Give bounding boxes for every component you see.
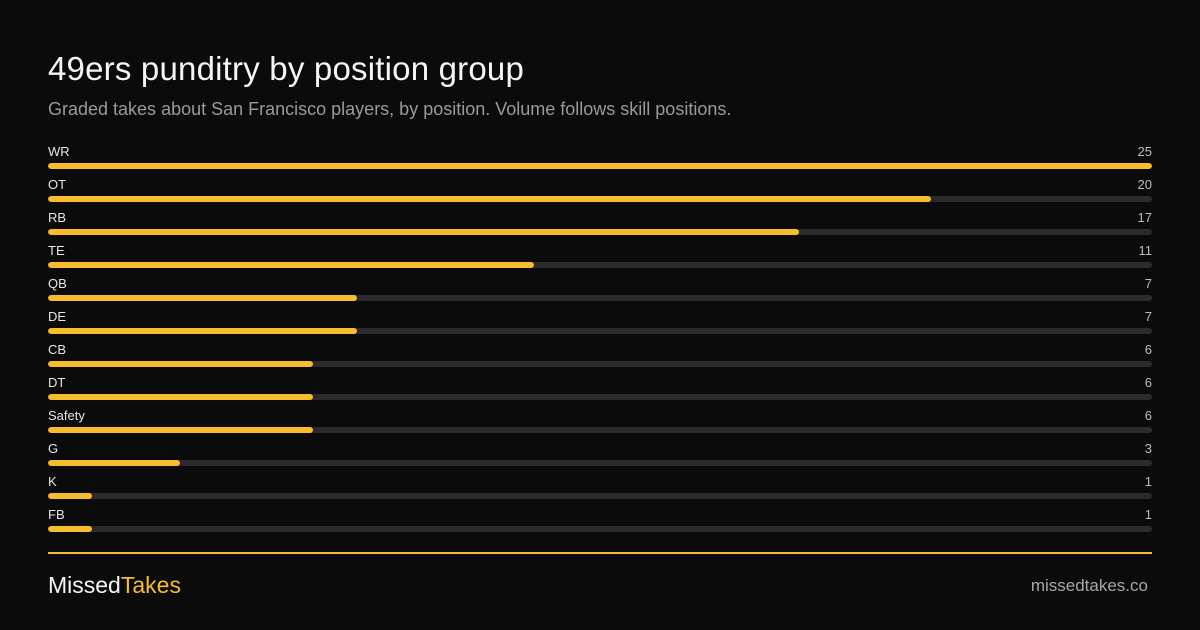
- bar: [48, 361, 313, 367]
- site-url: missedtakes.co: [1030, 576, 1148, 595]
- bar-label: OT: [48, 177, 67, 192]
- bar-value-label: 7: [1144, 309, 1152, 324]
- bar-track: [48, 262, 1152, 268]
- brand-first-word: Missed: [48, 572, 121, 598]
- bar-label: DE: [48, 309, 67, 324]
- bar-value-label: 1: [1144, 474, 1152, 489]
- footer-divider: [48, 552, 1152, 554]
- brand-logo: MissedTakes: [48, 572, 181, 599]
- bar-track: [48, 526, 1152, 532]
- bar-row: FB 1: [48, 506, 1152, 539]
- bar-label: K: [48, 474, 57, 489]
- bar: [48, 328, 358, 334]
- bar-value-label: 11: [1138, 243, 1153, 258]
- bar-value-label: 6: [1144, 408, 1152, 423]
- bar: [48, 229, 799, 235]
- bar-label: DT: [48, 375, 66, 390]
- bar-track: [48, 295, 1152, 301]
- bar-row: DT 6: [48, 374, 1152, 407]
- bar: [48, 460, 181, 466]
- bar-row: TE 11: [48, 242, 1152, 275]
- bar-value-label: 20: [1137, 177, 1152, 192]
- bar: [48, 163, 1152, 169]
- bar-value-label: 7: [1144, 276, 1152, 291]
- chart-subtitle: Graded takes about San Francisco players…: [48, 99, 732, 119]
- bar-label: G: [48, 441, 59, 456]
- bar-track: [48, 196, 1152, 202]
- bar-label: RB: [48, 210, 67, 225]
- bar-value-label: 25: [1137, 144, 1152, 159]
- brand-second-word: Takes: [120, 572, 181, 598]
- chart-card: 49ers punditry by position group Graded …: [48, 0, 1152, 630]
- bar: [48, 394, 313, 400]
- bar: [48, 427, 313, 433]
- bar-row: DE 7: [48, 308, 1152, 341]
- bar-value-label: 3: [1144, 441, 1152, 456]
- bar-label: TE: [48, 243, 65, 258]
- bar-label: FB: [48, 507, 65, 522]
- bar-track: [48, 394, 1152, 400]
- bar-track: [48, 229, 1152, 235]
- bar-rows: WR 25 OT 20 RB 17 TE 11 QB 7 DE 7 CB 6 DT 6 Safety 6 G 3 K 1 F…: [48, 143, 1152, 539]
- bar-row: WR 25: [48, 143, 1152, 176]
- chart-title: 49ers punditry by position group: [48, 50, 525, 87]
- bar-track: [48, 163, 1152, 169]
- bar: [48, 262, 534, 268]
- bar-value-label: 17: [1137, 210, 1152, 225]
- bar-track: [48, 460, 1152, 466]
- bar: [48, 196, 932, 202]
- bar-track: [48, 493, 1152, 499]
- bar-row: QB 7: [48, 275, 1152, 308]
- bar: [48, 526, 93, 532]
- bar: [48, 493, 93, 499]
- bar-track: [48, 361, 1152, 367]
- bar-value-label: 6: [1144, 375, 1152, 390]
- bar-label: QB: [48, 276, 67, 291]
- bar-label: CB: [48, 342, 67, 357]
- bar-value-label: 6: [1144, 342, 1152, 357]
- bar-row: OT 20: [48, 176, 1152, 209]
- bar: [48, 295, 358, 301]
- bar-row: Safety 6: [48, 407, 1152, 440]
- bar-track: [48, 328, 1152, 334]
- bar-track: [48, 427, 1152, 433]
- bar-value-label: 1: [1144, 507, 1152, 522]
- bar-label: Safety: [48, 408, 85, 423]
- bar-row: RB 17: [48, 209, 1152, 242]
- bar-row: CB 6: [48, 341, 1152, 374]
- bar-label: WR: [48, 144, 70, 159]
